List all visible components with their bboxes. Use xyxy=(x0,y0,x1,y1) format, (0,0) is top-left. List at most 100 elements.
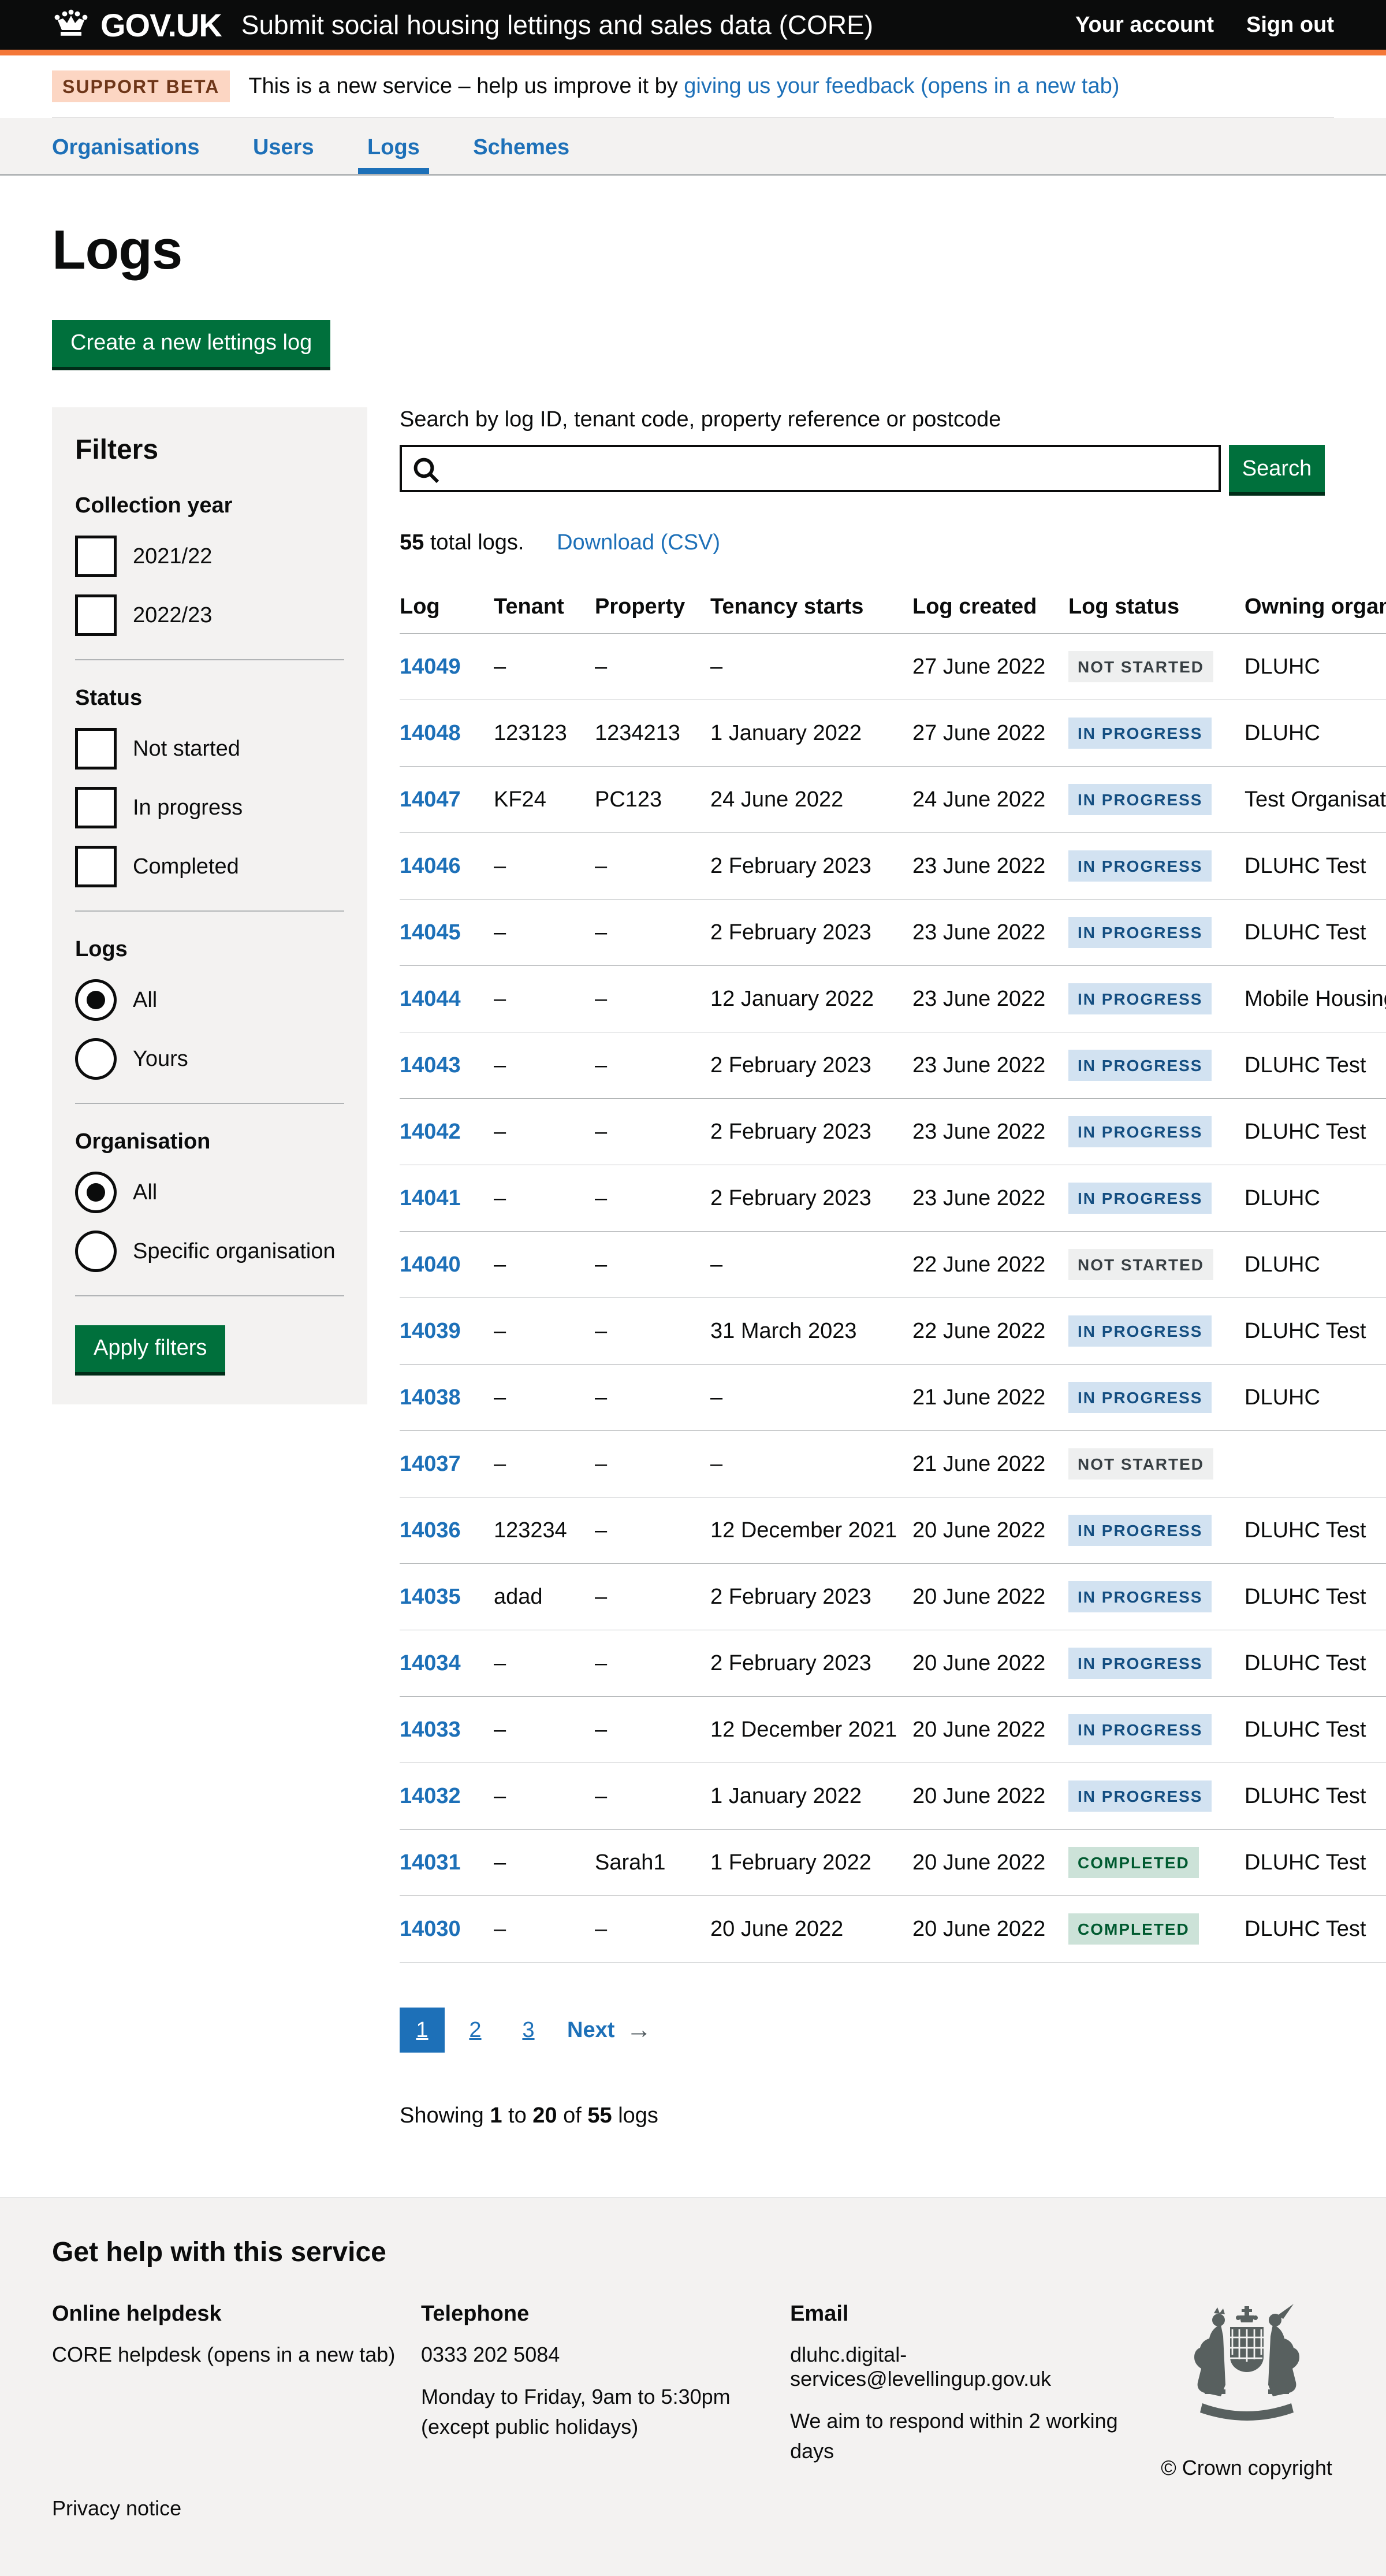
nav-item-users[interactable]: Users xyxy=(252,135,314,159)
property-cell: – xyxy=(595,1231,710,1298)
page-link-2[interactable]: 2 xyxy=(469,2017,482,2042)
property-cell: – xyxy=(595,1032,710,1099)
radio-logs-yours[interactable]: Yours xyxy=(75,1038,344,1080)
log-id-link[interactable]: 14048 xyxy=(400,720,461,745)
radio-button[interactable] xyxy=(75,1172,117,1213)
log-created-cell: 20 June 2022 xyxy=(912,1895,1068,1962)
log-id-link[interactable]: 14045 xyxy=(400,920,461,945)
log-id-link[interactable]: 14049 xyxy=(400,654,461,679)
tenancy-starts-cell: – xyxy=(710,1231,912,1298)
results-summary: 55 total logs. Download (CSV) xyxy=(400,530,1334,555)
tenant-cell: – xyxy=(494,1098,595,1165)
log-id-link[interactable]: 14036 xyxy=(400,1518,461,1542)
checkbox-box[interactable] xyxy=(75,594,117,636)
log-id-link[interactable]: 14035 xyxy=(400,1584,461,1609)
your-account-link[interactable]: Your account xyxy=(1075,12,1214,37)
log-id-link[interactable]: 14046 xyxy=(400,853,461,878)
telephone-number: 0333 202 5084 xyxy=(421,2343,560,2366)
radio-logs-all[interactable]: All xyxy=(75,979,344,1021)
email-link[interactable]: dluhc.digital-services@levellingup.gov.u… xyxy=(790,2343,1052,2391)
sign-out-link[interactable]: Sign out xyxy=(1246,12,1334,37)
next-page-link[interactable]: Next xyxy=(567,2017,615,2042)
checkbox-in-progress[interactable]: In progress xyxy=(75,787,344,828)
phase-banner-prefix: This is a new service – help us improve … xyxy=(248,74,684,98)
create-lettings-log-button[interactable]: Create a new lettings log xyxy=(52,320,331,367)
owning-organisation-cell: DLUHC xyxy=(1245,1165,1386,1232)
log-created-cell: 23 June 2022 xyxy=(912,832,1068,899)
col-owning-organisation: Owning organisation xyxy=(1245,582,1386,634)
checkbox-box[interactable] xyxy=(75,536,117,577)
log-id-link[interactable]: 14031 xyxy=(400,1850,461,1875)
tenancy-starts-cell: 2 February 2023 xyxy=(710,899,912,966)
checkbox-2022-23[interactable]: 2022/23 xyxy=(75,594,344,636)
log-id-cell: 14044 xyxy=(400,965,494,1032)
govuk-home-link[interactable]: GOV.UK xyxy=(52,6,222,44)
table-row: 14041– –2 February 2023 23 June 2022 IN PRO… xyxy=(400,1165,1386,1232)
checkbox-box[interactable] xyxy=(75,728,117,770)
log-id-link[interactable]: 14044 xyxy=(400,986,461,1011)
service-name[interactable]: Submit social housing lettings and sales… xyxy=(241,10,874,40)
log-id-link[interactable]: 14043 xyxy=(400,1053,461,1077)
log-status-cell: IN PROGRESS xyxy=(1068,1298,1245,1365)
owning-organisation-cell: DLUHC Test xyxy=(1245,1032,1386,1099)
checkbox-box[interactable] xyxy=(75,787,117,828)
tenant-cell: 123123 xyxy=(494,700,595,767)
log-id-link[interactable]: 14030 xyxy=(400,1916,461,1941)
status-badge: IN PROGRESS xyxy=(1068,1780,1212,1812)
log-id-link[interactable]: 14033 xyxy=(400,1717,461,1742)
log-status-cell: IN PROGRESS xyxy=(1068,1563,1245,1630)
checkbox-label: Completed xyxy=(133,854,239,879)
status-badge: IN PROGRESS xyxy=(1068,1515,1212,1546)
nav-item-schemes[interactable]: Schemes xyxy=(473,135,570,159)
checkbox-completed[interactable]: Completed xyxy=(75,846,344,887)
log-id-link[interactable]: 14039 xyxy=(400,1318,461,1343)
log-id-link[interactable]: 14042 xyxy=(400,1119,461,1144)
next-arrow-icon[interactable]: → xyxy=(626,2016,652,2044)
tenant-cell: – xyxy=(494,1630,595,1697)
log-id-link[interactable]: 14047 xyxy=(400,787,461,812)
log-id-link[interactable]: 14037 xyxy=(400,1451,461,1476)
checkbox-not-started[interactable]: Not started xyxy=(75,728,344,770)
page-link-3[interactable]: 3 xyxy=(522,2017,535,2042)
owning-organisation-cell: DLUHC xyxy=(1245,1231,1386,1298)
phase-banner: SUPPORT BETA This is a new service – hel… xyxy=(52,55,1334,118)
search-button[interactable]: Search xyxy=(1229,445,1325,492)
crown-copyright-link[interactable]: © Crown copyright xyxy=(1161,2456,1332,2480)
nav-item-logs[interactable]: Logs xyxy=(358,118,429,174)
search-input[interactable] xyxy=(402,447,1219,490)
apply-filters-button[interactable]: Apply filters xyxy=(75,1325,226,1372)
col-log-created: Log created xyxy=(912,582,1068,634)
tenant-cell: – xyxy=(494,1895,595,1962)
nav-item-organisations[interactable]: Organisations xyxy=(52,135,200,159)
owning-organisation-cell: Test Organisation xyxy=(1245,766,1386,833)
privacy-notice-link[interactable]: Privacy notice xyxy=(52,2496,182,2520)
log-id-link[interactable]: 14041 xyxy=(400,1185,461,1210)
core-helpdesk-link[interactable]: CORE helpdesk (opens in a new tab) xyxy=(52,2343,396,2366)
log-created-cell: 20 June 2022 xyxy=(912,1829,1068,1896)
checkbox-2021-22[interactable]: 2021/22 xyxy=(75,536,344,577)
tenant-cell: – xyxy=(494,1430,595,1497)
radio-organisation-all[interactable]: All xyxy=(75,1172,344,1213)
radio-button[interactable] xyxy=(75,979,117,1021)
table-row: 14032– –1 January 2022 20 June 2022 IN PROG… xyxy=(400,1763,1386,1830)
radio-specific-organisation[interactable]: Specific organisation xyxy=(75,1231,344,1272)
property-cell: PC123 xyxy=(595,766,710,833)
page-link-1[interactable]: 1 xyxy=(400,2008,445,2053)
log-created-cell: 22 June 2022 xyxy=(912,1298,1068,1365)
table-row: 14037– – –21 June 2022 NOT STARTED xyxy=(400,1430,1386,1497)
radio-button[interactable] xyxy=(75,1231,117,1272)
phase-banner-text: This is a new service – help us improve … xyxy=(248,74,1119,99)
checkbox-box[interactable] xyxy=(75,846,117,887)
feedback-link[interactable]: giving us your feedback (opens in a new … xyxy=(684,74,1120,98)
log-id-link[interactable]: 14034 xyxy=(400,1651,461,1675)
log-created-cell: 20 June 2022 xyxy=(912,1696,1068,1763)
log-id-link[interactable]: 14032 xyxy=(400,1783,461,1808)
log-id-link[interactable]: 14038 xyxy=(400,1385,461,1410)
radio-button[interactable] xyxy=(75,1038,117,1080)
property-cell: – xyxy=(595,1895,710,1962)
table-row: 14043– –2 February 2023 23 June 2022 IN PRO… xyxy=(400,1032,1386,1099)
owning-organisation-cell: DLUHC xyxy=(1245,700,1386,767)
download-csv-link[interactable]: Download (CSV) xyxy=(557,530,721,555)
log-id-link[interactable]: 14040 xyxy=(400,1252,461,1277)
log-created-cell: 22 June 2022 xyxy=(912,1231,1068,1298)
